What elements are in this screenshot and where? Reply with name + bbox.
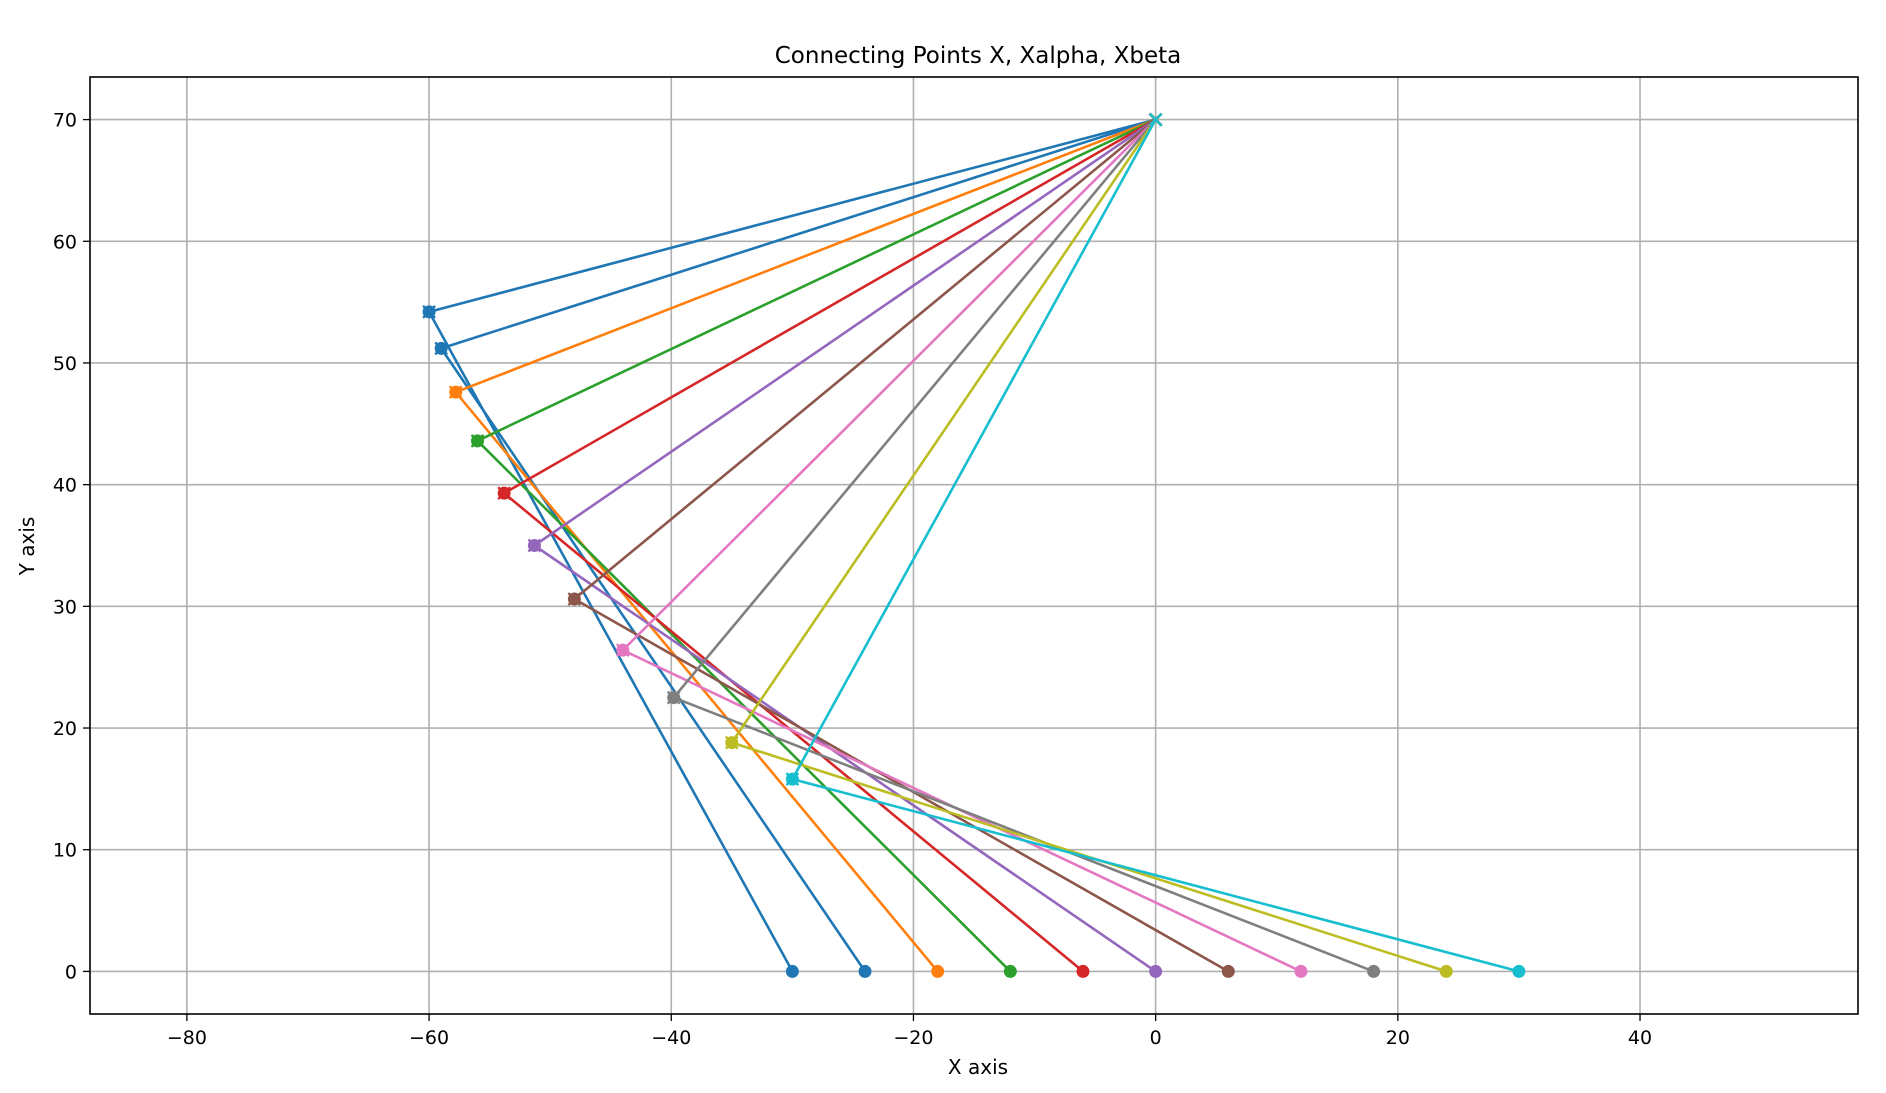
- x-tick-label: −60: [409, 1027, 449, 1049]
- alpha-x-marker-11: [785, 772, 800, 786]
- base-point-7: [1221, 964, 1235, 978]
- x-tick-label: 40: [1628, 1027, 1652, 1049]
- x-axis-label: X axis: [948, 1055, 1008, 1079]
- alpha-x-marker-8: [615, 643, 630, 658]
- alpha-x-marker-6: [527, 538, 542, 553]
- y-tick-label: 60: [53, 231, 77, 253]
- alpha-x-marker-1: [422, 305, 436, 319]
- y-tick-label: 70: [53, 110, 77, 132]
- alpha-x-marker-7: [567, 592, 582, 606]
- alpha-x-marker-2: [434, 341, 449, 356]
- x-tick-label: 20: [1386, 1027, 1410, 1049]
- x-tick-label: −40: [651, 1027, 691, 1049]
- y-tick-label: 50: [53, 353, 77, 375]
- plot-frame: [89, 76, 1859, 1015]
- alpha-x-marker-4: [470, 433, 485, 448]
- x-tick-label: −20: [893, 1027, 933, 1049]
- base-point-4: [1003, 964, 1017, 978]
- y-tick-label: 30: [53, 596, 77, 618]
- base-point-8: [1294, 964, 1308, 978]
- y-tick-label: 40: [53, 475, 77, 497]
- y-tick-label: 0: [65, 961, 77, 983]
- base-point-11: [1512, 964, 1526, 978]
- alpha-x-marker-10: [724, 735, 739, 750]
- alpha-x-marker-9: [666, 690, 681, 705]
- alpha-x-marker-5: [497, 486, 511, 501]
- base-point-3: [931, 964, 945, 978]
- base-point-1: [785, 964, 799, 978]
- common-x-marker-11: [1148, 112, 1163, 127]
- markers-layer: [422, 112, 1526, 978]
- grid: [90, 77, 1858, 1014]
- base-point-9: [1367, 964, 1381, 978]
- base-point-5: [1076, 964, 1090, 978]
- y-tick-label: 20: [53, 718, 77, 740]
- alpha-x-marker-3: [448, 385, 463, 400]
- base-point-2: [858, 964, 872, 978]
- ticks: −80 −60 −40 −20 0 20 40 0 10 20 30 40 50 60 70: [53, 110, 1652, 1049]
- base-point-10: [1439, 964, 1453, 978]
- x-tick-label: −80: [167, 1027, 207, 1049]
- x-tick-label: 0: [1150, 1027, 1162, 1049]
- y-tick-label: 10: [53, 840, 77, 862]
- base-point-6: [1149, 964, 1163, 978]
- chart-title: Connecting Points X, Xalpha, Xbeta: [775, 43, 1182, 69]
- y-axis-label: Y axis: [15, 517, 39, 577]
